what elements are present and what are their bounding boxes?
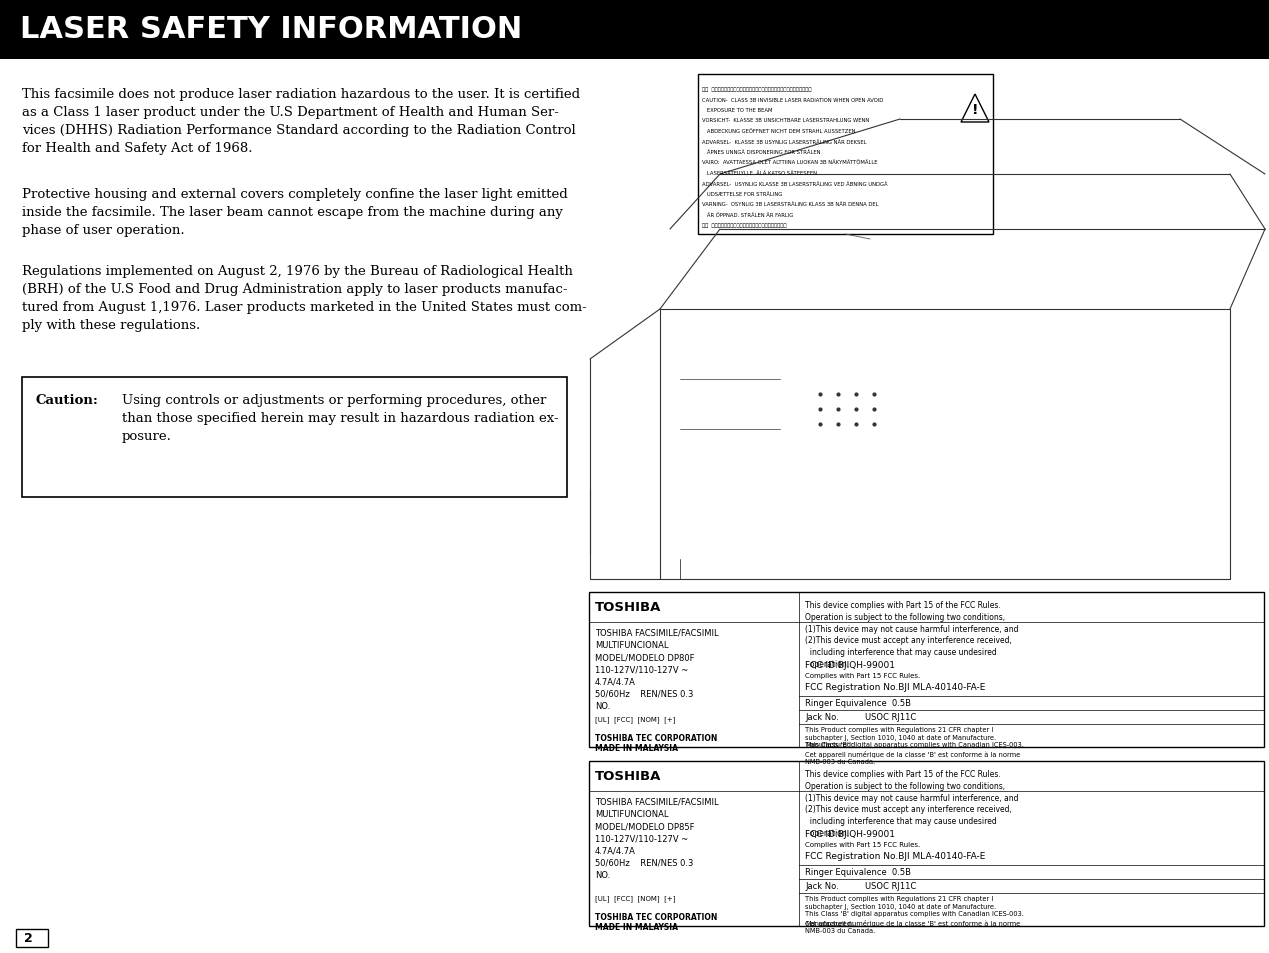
Text: EXPOSURE TO THE BEAM: EXPOSURE TO THE BEAM xyxy=(702,108,773,112)
Text: This Product complies with Regulations 21 CFR chapter I
subchapter J, Section 10: This Product complies with Regulations 2… xyxy=(805,895,1024,933)
Text: FCC Registration No.BJI MLA-40140-FA-E: FCC Registration No.BJI MLA-40140-FA-E xyxy=(805,851,985,861)
Bar xyxy=(589,761,1264,926)
Text: Jack No.          USOC RJ11C: Jack No. USOC RJ11C xyxy=(805,712,916,721)
Text: ÅPNES UNNGÅ DISPONERING FOR STRÅLEN: ÅPNES UNNGÅ DISPONERING FOR STRÅLEN xyxy=(702,150,821,154)
Text: Using controls or adjustments or performing procedures, other
than those specifi: Using controls or adjustments or perform… xyxy=(122,394,558,442)
Bar xyxy=(0,0,1269,60)
Text: TOSHIBA: TOSHIBA xyxy=(595,600,661,614)
Text: LASERSÄTEILYLLE. ÄLÄ KATSO SÄTEESEEN: LASERSÄTEILYLLE. ÄLÄ KATSO SÄTEESEEN xyxy=(702,171,817,175)
Text: 注意  打开此盖时有不可见激光辐射，避免暴露在激光束下。: 注意 打开此盖时有不可见激光辐射，避免暴露在激光束下。 xyxy=(702,223,787,229)
Text: Regulations implemented on August 2, 1976 by the Bureau of Radiological Health
(: Regulations implemented on August 2, 197… xyxy=(22,265,586,332)
Text: VORSICHT-  KLASSE 3B UNSICHTBARE LASERSTRAHLUNG WENN: VORSICHT- KLASSE 3B UNSICHTBARE LASERSTR… xyxy=(702,118,869,123)
Text: TOSHIBA TEC CORPORATION: TOSHIBA TEC CORPORATION xyxy=(595,912,717,921)
Text: Ringer Equivalence  0.5B: Ringer Equivalence 0.5B xyxy=(805,867,911,876)
Text: Ringer Equivalence  0.5B: Ringer Equivalence 0.5B xyxy=(805,699,911,707)
Text: TOSHIBA FACSIMILE/FACSIMIL
MULTIFUNCIONAL
MODEL/MODELO DP80F
110-127V/110-127V ~: TOSHIBA FACSIMILE/FACSIMIL MULTIFUNCIONA… xyxy=(595,628,718,710)
Text: CAUTION-  CLASS 3B INVISIBLE LASER RADIATION WHEN OPEN AVOID: CAUTION- CLASS 3B INVISIBLE LASER RADIAT… xyxy=(702,97,883,102)
Text: UDSÆTTELSE FOR STRÅLING: UDSÆTTELSE FOR STRÅLING xyxy=(702,192,782,196)
Text: TOSHIBA TEC CORPORATION: TOSHIBA TEC CORPORATION xyxy=(595,733,717,742)
Text: ADVARSEL-  KLASSE 3B USYNLIG LASERSTRÅLING NÅR DEKSEL: ADVARSEL- KLASSE 3B USYNLIG LASERSTRÅLIN… xyxy=(702,139,867,144)
Text: Jack No.          USOC RJ11C: Jack No. USOC RJ11C xyxy=(805,882,916,890)
Text: FCC ID:BJIQH-99001: FCC ID:BJIQH-99001 xyxy=(805,660,895,669)
Text: VARNING-  OSYNLIG 3B LASERSTRÅLING KLASS 3B NÅR DENNA DEL: VARNING- OSYNLIG 3B LASERSTRÅLING KLASS … xyxy=(702,202,878,208)
Text: ADVARSEL-  USYNLIG KLASSE 3B LASERSTRÅLING VED ÅBNING UNDGÅ: ADVARSEL- USYNLIG KLASSE 3B LASERSTRÅLIN… xyxy=(702,181,887,186)
Text: This device complies with Part 15 of the FCC Rules.
Operation is subject to the : This device complies with Part 15 of the… xyxy=(805,600,1019,668)
Text: MADE IN MALAYSIA: MADE IN MALAYSIA xyxy=(595,923,678,931)
Bar xyxy=(16,929,48,947)
Polygon shape xyxy=(961,95,989,123)
Text: FCC Registration No.BJI MLA-40140-FA-E: FCC Registration No.BJI MLA-40140-FA-E xyxy=(805,682,985,691)
Text: Caution:: Caution: xyxy=(36,394,99,407)
Text: Complies with Part 15 FCC Rules.: Complies with Part 15 FCC Rules. xyxy=(805,672,920,679)
Text: Manufactured:: Manufactured: xyxy=(805,920,853,926)
Bar xyxy=(698,75,994,234)
Bar xyxy=(589,593,1264,747)
Text: ABDECKUNG GEÖFFNET NICHT DEM STRAHL AUSSETZEN: ABDECKUNG GEÖFFNET NICHT DEM STRAHL AUSS… xyxy=(702,129,855,133)
Text: LASER SAFETY INFORMATION: LASER SAFETY INFORMATION xyxy=(20,15,523,45)
Text: [UL]  [FCC]  [NOM]  [+]: [UL] [FCC] [NOM] [+] xyxy=(595,894,675,901)
Text: Protective housing and external covers completely confine the laser light emitte: Protective housing and external covers c… xyxy=(22,188,567,236)
Text: TOSHIBA FACSIMILE/FACSIMIL
MULTIFUNCIONAL
MODEL/MODELO DP85F
110-127V/110-127V ~: TOSHIBA FACSIMILE/FACSIMIL MULTIFUNCIONA… xyxy=(595,797,718,879)
Text: This facsimile does not produce laser radiation hazardous to the user. It is cer: This facsimile does not produce laser ra… xyxy=(22,88,580,154)
Text: [UL]  [FCC]  [NOM]  [+]: [UL] [FCC] [NOM] [+] xyxy=(595,716,675,722)
Text: ÄR ÖPPNAD. STRÅLEN ÄR FARLIG: ÄR ÖPPNAD. STRÅLEN ÄR FARLIG xyxy=(702,213,793,218)
Text: VAIRO:  AVATTAESSA OLET ALTTIINA LUOKAN 3B NÄKYMÄTTÖMÄLLE: VAIRO: AVATTAESSA OLET ALTTIINA LUOKAN 3… xyxy=(702,160,877,165)
Text: This device complies with Part 15 of the FCC Rules.
Operation is subject to the : This device complies with Part 15 of the… xyxy=(805,769,1019,837)
Text: 注意  このレーザ製品のカバーを開けると、不可視のレーザ放射があります。: 注意 このレーザ製品のカバーを開けると、不可視のレーザ放射があります。 xyxy=(702,87,811,91)
Text: 2: 2 xyxy=(24,931,33,944)
Text: Manufactured:: Manufactured: xyxy=(805,741,853,747)
Text: FCC ID:BJIQH-99001: FCC ID:BJIQH-99001 xyxy=(805,829,895,838)
Text: MADE IN MALAYSIA: MADE IN MALAYSIA xyxy=(595,743,678,752)
Text: !: ! xyxy=(972,103,978,117)
Text: Complies with Part 15 FCC Rules.: Complies with Part 15 FCC Rules. xyxy=(805,841,920,847)
Text: TOSHIBA: TOSHIBA xyxy=(595,769,661,782)
Text: This Product complies with Regulations 21 CFR chapter I
subchapter J, Section 10: This Product complies with Regulations 2… xyxy=(805,726,1024,764)
Bar xyxy=(22,377,567,497)
